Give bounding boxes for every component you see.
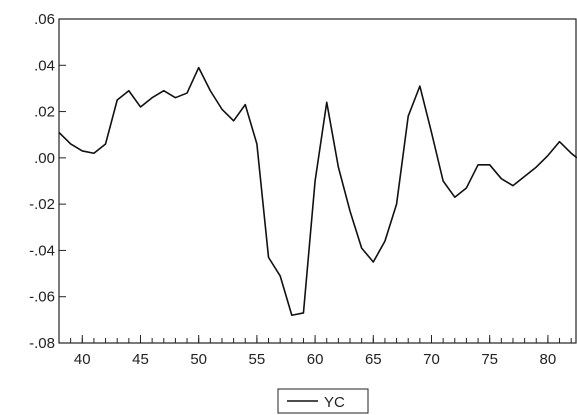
- x-tick-label: 60: [307, 351, 324, 368]
- x-axis: 40 45 50 55 60 65 70 75 80: [58, 335, 572, 368]
- series-lines: [58, 66, 577, 317]
- y-tick-label: -.08: [29, 335, 55, 352]
- x-tick-label: 80: [540, 351, 557, 368]
- x-tick-label: 55: [249, 351, 266, 368]
- y-tick-label: .00: [34, 150, 55, 167]
- y-tick-label: -.02: [29, 196, 55, 213]
- x-tick-label: 40: [74, 351, 91, 368]
- x-tick-label: 70: [423, 351, 440, 368]
- y-tick-label: .06: [34, 11, 55, 28]
- plot-frame: [58, 18, 577, 344]
- y-tick-label: .02: [34, 104, 55, 121]
- y-tick-label: -.04: [29, 242, 55, 259]
- series-line-yc: [58, 66, 577, 317]
- legend: YC: [277, 388, 369, 414]
- x-tick-label: 75: [481, 351, 498, 368]
- legend-label-yc: YC: [324, 394, 345, 411]
- x-tick-label: 65: [365, 351, 382, 368]
- x-tick-label: 50: [190, 351, 207, 368]
- y-axis: -.08 -.06 -.04 -.02 .00 .02 .04 .06: [29, 11, 66, 352]
- y-tick-label: .04: [34, 57, 55, 74]
- y-tick-label: -.06: [29, 289, 55, 306]
- x-tick-label: 45: [132, 351, 149, 368]
